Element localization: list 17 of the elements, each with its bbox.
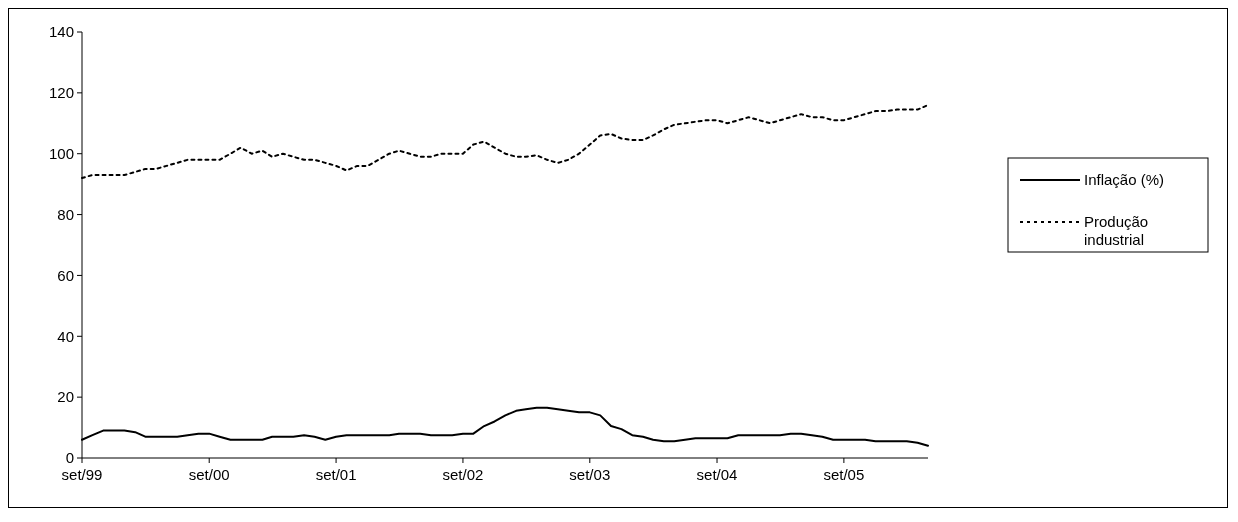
- x-tick-label: set/05: [823, 466, 865, 483]
- y-tick-label: 80: [57, 205, 74, 223]
- y-tick-label: 120: [48, 84, 74, 102]
- y-tick-label: 40: [57, 327, 74, 345]
- x-tick-label: set/02: [442, 466, 484, 483]
- y-tick-label: 60: [57, 266, 74, 284]
- x-tick-label: set/00: [188, 466, 230, 483]
- x-tick-label: set/04: [696, 466, 738, 483]
- y-tick-label: 140: [48, 23, 74, 41]
- y-tick-label: 20: [57, 388, 74, 406]
- legend-label: Produção industrial: [1084, 213, 1149, 249]
- y-tick-label: 0: [65, 449, 74, 467]
- x-tick-label: set/01: [315, 466, 357, 483]
- y-tick-label: 100: [48, 144, 74, 162]
- x-tick-label: set/03: [569, 466, 611, 483]
- x-tick-label: set/99: [61, 466, 103, 483]
- legend-label: Inflação (%): [1084, 171, 1165, 189]
